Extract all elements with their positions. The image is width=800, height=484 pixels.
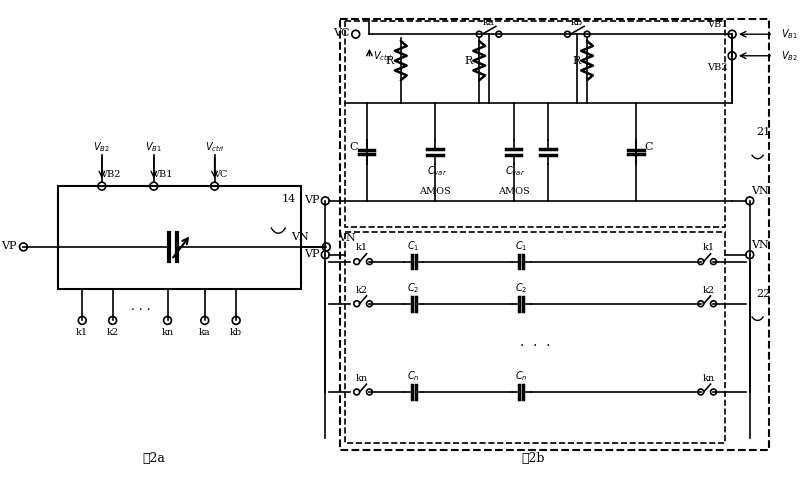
Text: k1: k1 xyxy=(76,328,88,337)
Text: 图2a: 图2a xyxy=(142,452,166,465)
Text: $V_{B1}$: $V_{B1}$ xyxy=(781,27,798,41)
Text: ka: ka xyxy=(199,328,210,337)
Text: kn: kn xyxy=(702,374,714,383)
Bar xyxy=(345,21,726,227)
Bar xyxy=(58,186,301,289)
Text: $C_n$: $C_n$ xyxy=(515,369,528,383)
Text: VB2: VB2 xyxy=(100,170,120,179)
Text: AMOS: AMOS xyxy=(419,186,451,196)
Bar xyxy=(340,18,770,450)
Text: k2: k2 xyxy=(702,286,714,295)
Text: VP: VP xyxy=(304,249,319,259)
Text: $C_1$: $C_1$ xyxy=(515,239,527,253)
Text: $V_{ctrl}$: $V_{ctrl}$ xyxy=(205,140,225,154)
Text: 21: 21 xyxy=(756,127,770,137)
Text: $V_{B2}$: $V_{B2}$ xyxy=(94,140,110,154)
Text: $C_n$: $C_n$ xyxy=(407,369,420,383)
Text: VC: VC xyxy=(213,170,227,179)
Text: $V_{B2}$: $V_{B2}$ xyxy=(781,49,798,62)
Text: VB1: VB1 xyxy=(152,170,172,179)
Text: k2: k2 xyxy=(106,328,118,337)
Text: $C_{var}$: $C_{var}$ xyxy=(506,165,526,178)
Text: VN: VN xyxy=(750,240,769,250)
Text: kb: kb xyxy=(230,328,242,337)
Text: $V_{B1}$: $V_{B1}$ xyxy=(146,140,162,154)
Text: VP: VP xyxy=(304,195,319,205)
Text: kn: kn xyxy=(162,328,174,337)
Text: R: R xyxy=(464,56,473,66)
Text: 图2b: 图2b xyxy=(522,452,545,465)
Text: VB2: VB2 xyxy=(706,63,727,72)
Text: 14: 14 xyxy=(282,194,295,204)
Bar xyxy=(345,232,726,443)
Text: VP: VP xyxy=(1,241,17,251)
Text: C: C xyxy=(350,142,358,152)
Text: $C_2$: $C_2$ xyxy=(515,281,527,295)
Text: kb: kb xyxy=(571,18,583,27)
Text: $C_{var}$: $C_{var}$ xyxy=(427,165,447,178)
Text: VN: VN xyxy=(338,233,356,243)
Text: ka: ka xyxy=(483,18,495,27)
Text: 22: 22 xyxy=(756,289,770,299)
Text: VB1: VB1 xyxy=(706,20,727,29)
Text: VN: VN xyxy=(750,186,769,196)
Text: kn: kn xyxy=(355,374,368,383)
Text: VN: VN xyxy=(291,232,309,242)
Text: k1: k1 xyxy=(702,243,714,252)
Text: R: R xyxy=(386,56,394,66)
Text: C: C xyxy=(645,142,653,152)
Text: ·  ·  ·: · · · xyxy=(520,339,550,353)
Text: $C_1$: $C_1$ xyxy=(407,239,420,253)
Text: $C_2$: $C_2$ xyxy=(407,281,420,295)
Text: k2: k2 xyxy=(355,286,368,295)
Text: . . .: . . . xyxy=(131,300,151,313)
Text: $V_{ctrl}$: $V_{ctrl}$ xyxy=(374,49,393,62)
Text: AMOS: AMOS xyxy=(498,186,530,196)
Text: R: R xyxy=(572,56,580,66)
Text: VC: VC xyxy=(334,28,350,38)
Text: k1: k1 xyxy=(355,243,368,252)
